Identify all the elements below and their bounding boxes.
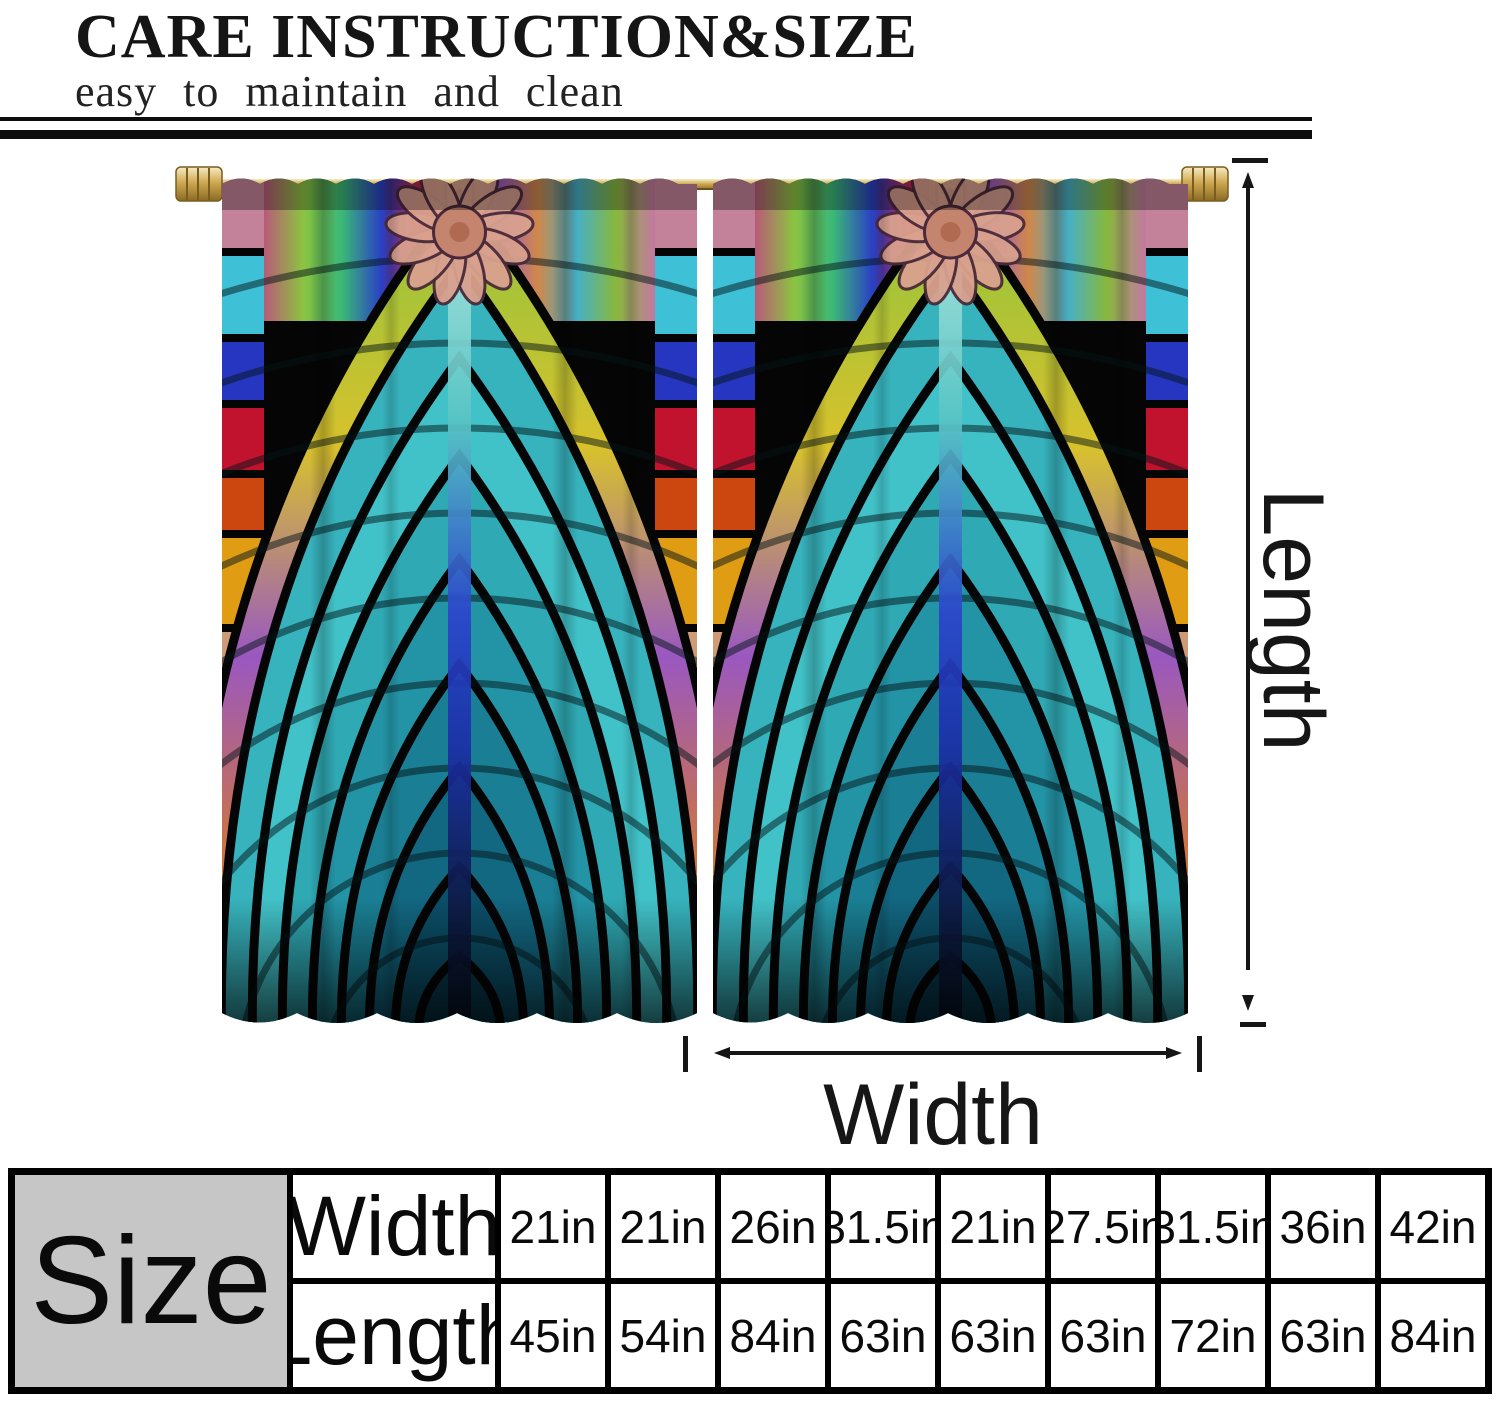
size-cell: 27.5in (1051, 1175, 1155, 1278)
size-cell: 63in (1271, 1284, 1375, 1387)
width-dimension-arrow (683, 1036, 1202, 1072)
curtain-rod (175, 166, 1229, 202)
size-table-row-label-length: Length (293, 1284, 495, 1387)
rod-finial-left (175, 166, 223, 202)
size-cell: 84in (1381, 1284, 1485, 1387)
size-cell: 72in (1161, 1284, 1265, 1387)
size-cell: 21in (611, 1175, 715, 1278)
size-table: Size Width 21in 21in 26in 31.5in 21in 27… (8, 1168, 1492, 1394)
size-cell: 36in (1271, 1175, 1375, 1278)
size-cell: 63in (1051, 1284, 1155, 1387)
size-cell: 26in (721, 1175, 825, 1278)
rod-finial-right (1181, 166, 1229, 202)
length-label: Length (1245, 488, 1341, 752)
curtains-illustration (170, 150, 1270, 1150)
divider-line-thick (0, 130, 1312, 139)
page-title: CARE INSTRUCTION&SIZE (75, 3, 918, 71)
size-table-corner: Size (15, 1175, 287, 1387)
size-cell: 63in (831, 1284, 935, 1387)
size-cell: 31.5in (831, 1175, 935, 1278)
size-cell: 21in (941, 1175, 1045, 1278)
size-cell: 84in (721, 1284, 825, 1387)
divider-line-thin (0, 117, 1312, 121)
length-dimension-arrow (1232, 158, 1268, 1027)
width-label: Width (823, 1067, 1043, 1163)
size-cell: 54in (611, 1284, 715, 1387)
size-cell: 42in (1381, 1175, 1485, 1278)
size-cell: 45in (501, 1284, 605, 1387)
size-cell: 21in (501, 1175, 605, 1278)
size-cell: 63in (941, 1284, 1045, 1387)
size-cell: 31.5in (1161, 1175, 1265, 1278)
page-subtitle: easy to maintain and clean (75, 67, 624, 116)
size-table-row-label-width: Width (293, 1175, 495, 1278)
